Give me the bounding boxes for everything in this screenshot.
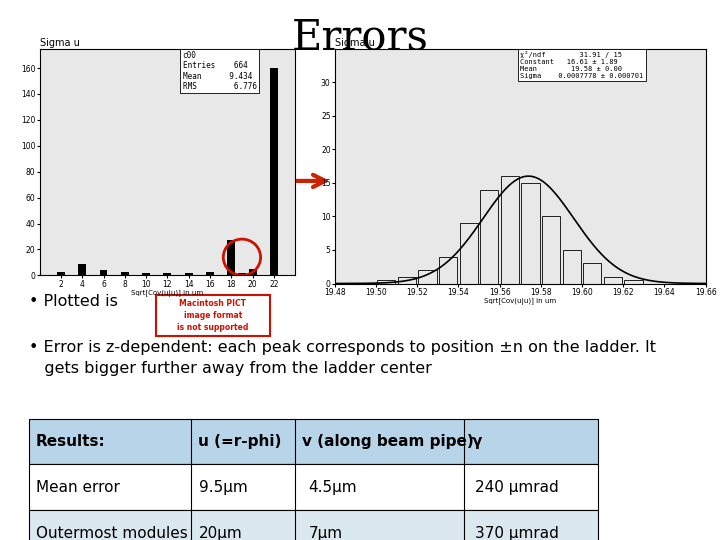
Bar [459, 223, 478, 284]
Bar [604, 277, 622, 284]
FancyBboxPatch shape [29, 464, 598, 510]
Bar [228, 240, 235, 275]
Text: Outermost modules: Outermost modules [36, 526, 188, 540]
Bar [624, 280, 642, 284]
Bar [248, 269, 256, 275]
Bar [270, 68, 278, 275]
Text: 7μm: 7μm [309, 526, 343, 540]
Text: Results:: Results: [36, 434, 106, 449]
Text: Errors: Errors [292, 16, 428, 58]
Text: u (=r-phi): u (=r-phi) [198, 434, 282, 449]
Text: v (along beam pipe): v (along beam pipe) [302, 434, 474, 449]
X-axis label: Sqrt[Cov(u|u)] in um: Sqrt[Cov(u|u)] in um [131, 290, 204, 297]
Bar [121, 272, 129, 275]
Bar [439, 256, 457, 284]
Bar [542, 217, 560, 284]
Text: 4.5μm: 4.5μm [309, 480, 357, 495]
Text: Sigma u: Sigma u [40, 38, 79, 48]
Text: 240 μmrad: 240 μmrad [475, 480, 559, 495]
Text: 20μm: 20μm [199, 526, 243, 540]
Bar [57, 272, 65, 275]
Bar [78, 264, 86, 275]
Bar [142, 273, 150, 275]
Text: Sigma u: Sigma u [335, 38, 374, 48]
FancyBboxPatch shape [29, 418, 598, 464]
Bar [583, 264, 601, 284]
Bar [398, 277, 416, 284]
FancyBboxPatch shape [156, 295, 270, 336]
Bar [418, 270, 436, 284]
Bar [163, 273, 171, 275]
Text: γ: γ [472, 434, 482, 449]
Text: • Error is z-dependent: each peak corresponds to position ±n on the ladder. It
 : • Error is z-dependent: each peak corres… [29, 340, 656, 376]
Text: Mean error: Mean error [36, 480, 120, 495]
Text: 9.5μm: 9.5μm [199, 480, 248, 495]
Bar [377, 280, 395, 284]
X-axis label: Sqrt[Cov(u|u)] in um: Sqrt[Cov(u|u)] in um [484, 298, 557, 305]
Bar [185, 273, 193, 275]
Text: c00
Entries    664
Mean      9.434
RMS        6.776: c00 Entries 664 Mean 9.434 RMS 6.776 [183, 51, 257, 91]
Bar [501, 176, 519, 284]
Bar [238, 273, 246, 275]
Text: 370 μmrad: 370 μmrad [475, 526, 559, 540]
Bar [206, 272, 214, 275]
Text: • Plotted is: • Plotted is [29, 294, 117, 309]
Text: χ²/ndf        31.91 / 15
Constant   16.61 ± 1.89
Mean        19.58 ± 0.00
Sigma : χ²/ndf 31.91 / 15 Constant 16.61 ± 1.89 … [521, 51, 644, 79]
Bar [562, 250, 581, 284]
Bar [521, 183, 539, 284]
Bar [480, 190, 498, 284]
Bar [99, 270, 107, 275]
FancyBboxPatch shape [29, 510, 598, 540]
Text: Macintosh PICT
image format
is not supported: Macintosh PICT image format is not suppo… [177, 299, 248, 332]
